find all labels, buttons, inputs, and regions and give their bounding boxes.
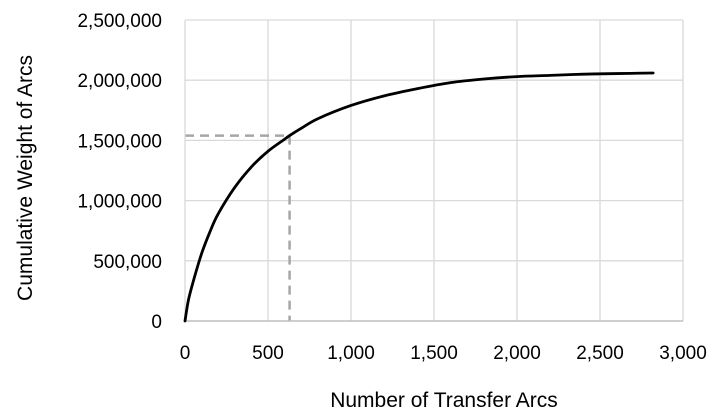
- x-axis-title: Number of Transfer Arcs: [330, 389, 558, 412]
- axes: [184, 20, 683, 322]
- y-axis-title: Cumulative Weight of Arcs: [14, 55, 37, 301]
- y-tick-label: 2,500,000: [77, 11, 162, 32]
- x-tick-label: 2,000: [493, 343, 541, 364]
- series-line: [183, 71, 655, 323]
- grid-lines: [185, 19, 684, 321]
- y-tick-label: 1,500,000: [77, 131, 162, 152]
- x-tick-label: 3,000: [659, 343, 707, 364]
- y-tick-label: 0: [151, 312, 162, 333]
- x-tick-labels: 0 500 1,000 1,500 2,000 2,500 3,000: [180, 343, 707, 364]
- x-tick-label: 0: [180, 343, 191, 364]
- series-layer: [183, 71, 655, 323]
- x-tick-label: 2,500: [576, 343, 624, 364]
- x-tick-label: 1,000: [327, 343, 375, 364]
- y-tick-labels: 0 500,000 1,000,000 1,500,000 2,000,000 2,500…: [77, 11, 162, 333]
- y-tick-label: 500,000: [93, 252, 162, 273]
- reference-lines: [185, 134, 291, 321]
- y-tick-label: 2,000,000: [77, 71, 162, 92]
- y-tick-label: 1,000,000: [77, 192, 162, 213]
- x-tick-label: 1,500: [410, 343, 458, 364]
- x-tick-label: 500: [252, 343, 284, 364]
